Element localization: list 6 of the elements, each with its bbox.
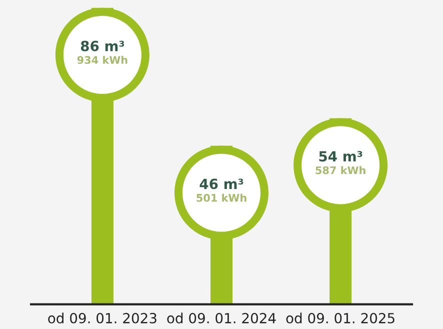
- data-label: 86 m³ 934 kWh: [77, 40, 128, 64]
- data-label: 54 m³ 587 kWh: [316, 151, 366, 174]
- data-label: 46 m³ 501 kWh: [196, 178, 246, 202]
- x-tick-label: od 09. 01. 2024: [167, 312, 276, 324]
- x-tick-label: od 09. 01. 2025: [286, 312, 394, 324]
- x-tick-label: od 09. 01. 2023: [48, 312, 156, 324]
